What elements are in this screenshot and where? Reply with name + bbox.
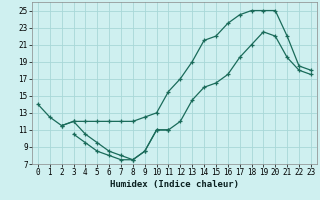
X-axis label: Humidex (Indice chaleur): Humidex (Indice chaleur) [110,180,239,189]
